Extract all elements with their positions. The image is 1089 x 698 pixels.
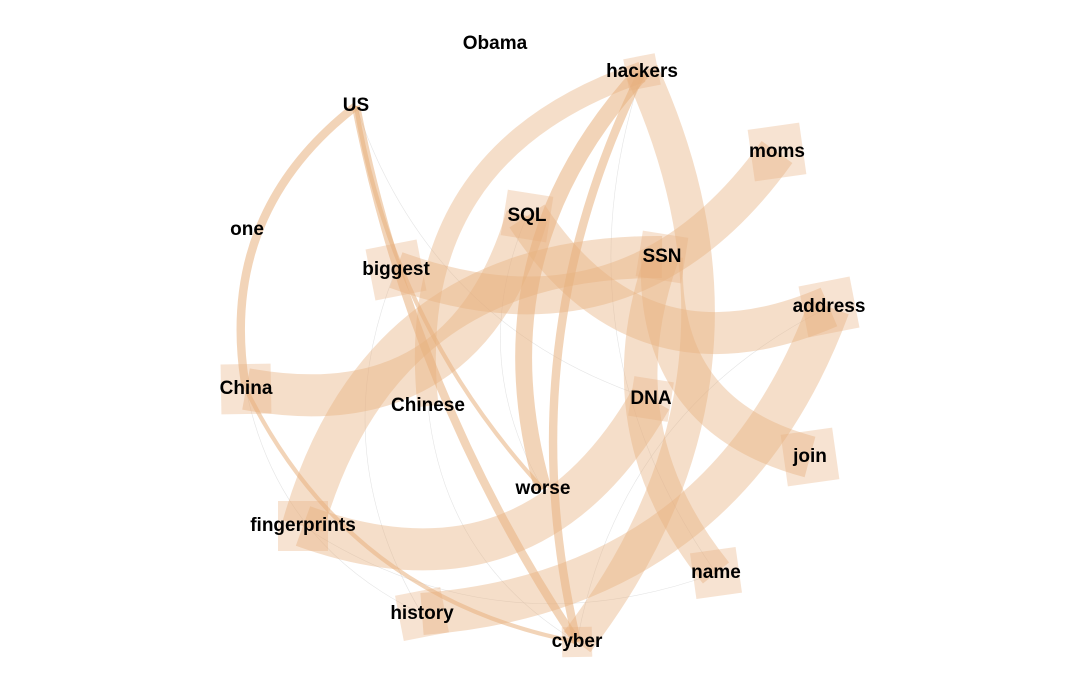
node-label-layer: Obama hackers US moms SQL one SSN biggest addres… [220, 33, 866, 652]
node-label-biggest: biggest [362, 259, 430, 280]
node-label-china: China [220, 378, 273, 399]
faint-edge-us-dna [355, 105, 652, 400]
node-label-sql: SQL [507, 205, 546, 226]
node-label-obama: Obama [463, 33, 528, 54]
edge-ssn-fingerprints [282, 235, 663, 532]
faint-edge-fingerprints-name [302, 525, 717, 604]
edge-hackers-cyber [548, 70, 646, 643]
faint-edge-hackers-name [610, 71, 717, 574]
edge-ssn-join [640, 256, 816, 478]
node-anchor-biggest [365, 239, 427, 301]
node-label-fingerprints: fingerprints [250, 515, 356, 536]
edge-cyber-hackers [563, 65, 715, 653]
edge-china-sql [242, 210, 548, 417]
faint-edge-sql-worse [500, 215, 544, 490]
node-anchor-address [798, 276, 860, 338]
edge-ssn-name [623, 251, 730, 584]
node-label-join: join [792, 446, 827, 467]
node-label-cyber: cyber [552, 631, 603, 652]
node-label-dna: DNA [630, 388, 671, 409]
node-label-moms: moms [749, 141, 805, 162]
node-anchor-history [395, 587, 449, 641]
edge-biggest-moms [389, 141, 793, 315]
edge-history-address [420, 299, 849, 635]
node-anchor-hackers [623, 53, 661, 91]
node-label-one: one [230, 219, 264, 240]
node-anchor-fingerprints [278, 501, 328, 551]
edge-layer [236, 62, 849, 653]
node-anchor-ssn [635, 230, 689, 284]
edge-hackers-worse [515, 66, 649, 492]
node-anchor-layer [220, 53, 860, 658]
edge-us-worse [353, 105, 545, 491]
node-label-history: history [390, 603, 454, 624]
faint-edge-china-history [245, 388, 423, 615]
node-anchor-sql [500, 189, 554, 243]
node-label-name: name [691, 562, 741, 583]
node-anchor-cyber [561, 626, 593, 658]
node-anchor-dna [628, 376, 674, 422]
edge-us-china [236, 102, 359, 390]
faint-edge-chinese-cyber [427, 405, 578, 643]
node-anchor-china [220, 363, 272, 415]
edge-sql-address [509, 204, 838, 354]
edge-china-cyber [244, 388, 578, 645]
node-label-worse: worse [515, 478, 571, 499]
node-label-address: address [793, 296, 866, 317]
node-anchor-join [780, 427, 840, 487]
node-label-chinese: Chinese [391, 395, 465, 416]
node-anchor-moms [747, 122, 807, 182]
node-label-hackers: hackers [606, 61, 678, 82]
faint-edge-address-cyber [576, 306, 830, 643]
node-anchor-name [690, 547, 742, 599]
node-label-ssn: SSN [642, 246, 681, 267]
node-label-us: US [343, 95, 369, 116]
